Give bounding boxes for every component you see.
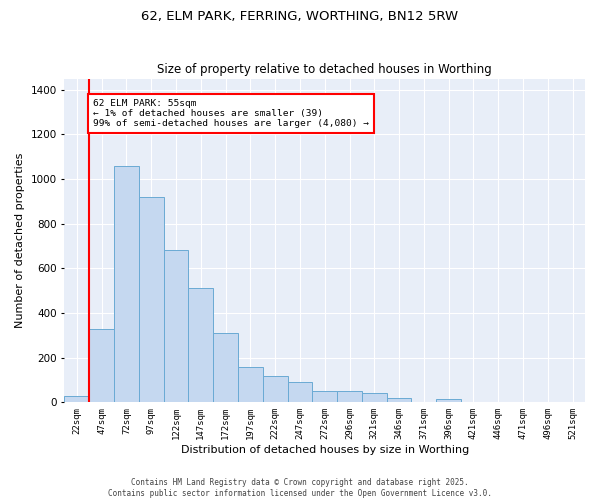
Bar	[164, 250, 188, 402]
X-axis label: Distribution of detached houses by size in Worthing: Distribution of detached houses by size …	[181, 445, 469, 455]
Y-axis label: Number of detached properties: Number of detached properties	[15, 153, 25, 328]
Bar	[139, 197, 164, 402]
Text: 62 ELM PARK: 55sqm
← 1% of detached houses are smaller (39)
99% of semi-detached: 62 ELM PARK: 55sqm ← 1% of detached hous…	[93, 98, 369, 128]
Bar	[238, 366, 263, 402]
Bar	[362, 394, 386, 402]
Bar	[287, 382, 313, 402]
Text: Contains HM Land Registry data © Crown copyright and database right 2025.
Contai: Contains HM Land Registry data © Crown c…	[108, 478, 492, 498]
Bar	[188, 288, 213, 403]
Title: Size of property relative to detached houses in Worthing: Size of property relative to detached ho…	[157, 63, 492, 76]
Bar	[436, 399, 461, 402]
Bar	[89, 328, 114, 402]
Text: 62, ELM PARK, FERRING, WORTHING, BN12 5RW: 62, ELM PARK, FERRING, WORTHING, BN12 5R…	[142, 10, 458, 23]
Bar	[64, 396, 89, 402]
Bar	[313, 391, 337, 402]
Bar	[213, 333, 238, 402]
Bar	[263, 376, 287, 402]
Bar	[114, 166, 139, 402]
Bar	[386, 398, 412, 402]
Bar	[337, 391, 362, 402]
